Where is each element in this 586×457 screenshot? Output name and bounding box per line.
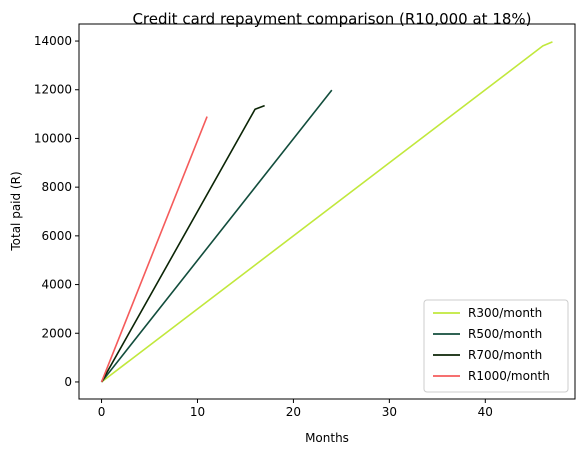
x-tick-label: 0 <box>98 405 106 419</box>
plot-frame <box>78 23 576 400</box>
x-axis: 0 10 20 30 40 <box>98 399 493 419</box>
series-line-r1000-month <box>100 116 208 383</box>
chart-title: Credit card repayment comparison (R10,00… <box>132 10 531 28</box>
plot-area: 0 10 20 30 40 0 2000 4000 6000 8000 10000 12000 140… <box>34 23 576 419</box>
y-axis-label: Total paid (R) <box>9 171 23 251</box>
legend-label: R300/month <box>468 306 542 320</box>
y-axis: 0 2000 4000 6000 8000 10000 12000 14000 <box>34 34 79 389</box>
series-lines <box>100 41 553 383</box>
legend-label: R1000/month <box>468 369 550 383</box>
y-tick-label: 12000 <box>34 83 72 97</box>
y-tick-label: 6000 <box>41 229 72 243</box>
y-tick-label: 8000 <box>41 180 72 194</box>
legend-label: R700/month <box>468 348 542 362</box>
y-tick-label: 2000 <box>41 326 72 340</box>
y-tick-label: 4000 <box>41 278 72 292</box>
legend: R300/month R500/month R700/month R1000/mont… <box>423 299 569 393</box>
x-axis-label: Months <box>305 431 349 445</box>
y-tick-label: 10000 <box>34 131 72 145</box>
y-tick-label: 0 <box>64 375 72 389</box>
y-tick-label: 14000 <box>34 34 72 48</box>
x-tick-label: 20 <box>286 405 301 419</box>
series-line-r500-month <box>100 89 333 383</box>
x-tick-label: 30 <box>382 405 397 419</box>
legend-label: R500/month <box>468 327 542 341</box>
series-line-r300-month <box>101 41 553 383</box>
x-tick-label: 10 <box>190 405 205 419</box>
legend-box <box>423 299 569 393</box>
series-line-r700-month <box>100 104 265 383</box>
x-tick-label: 40 <box>478 405 493 419</box>
